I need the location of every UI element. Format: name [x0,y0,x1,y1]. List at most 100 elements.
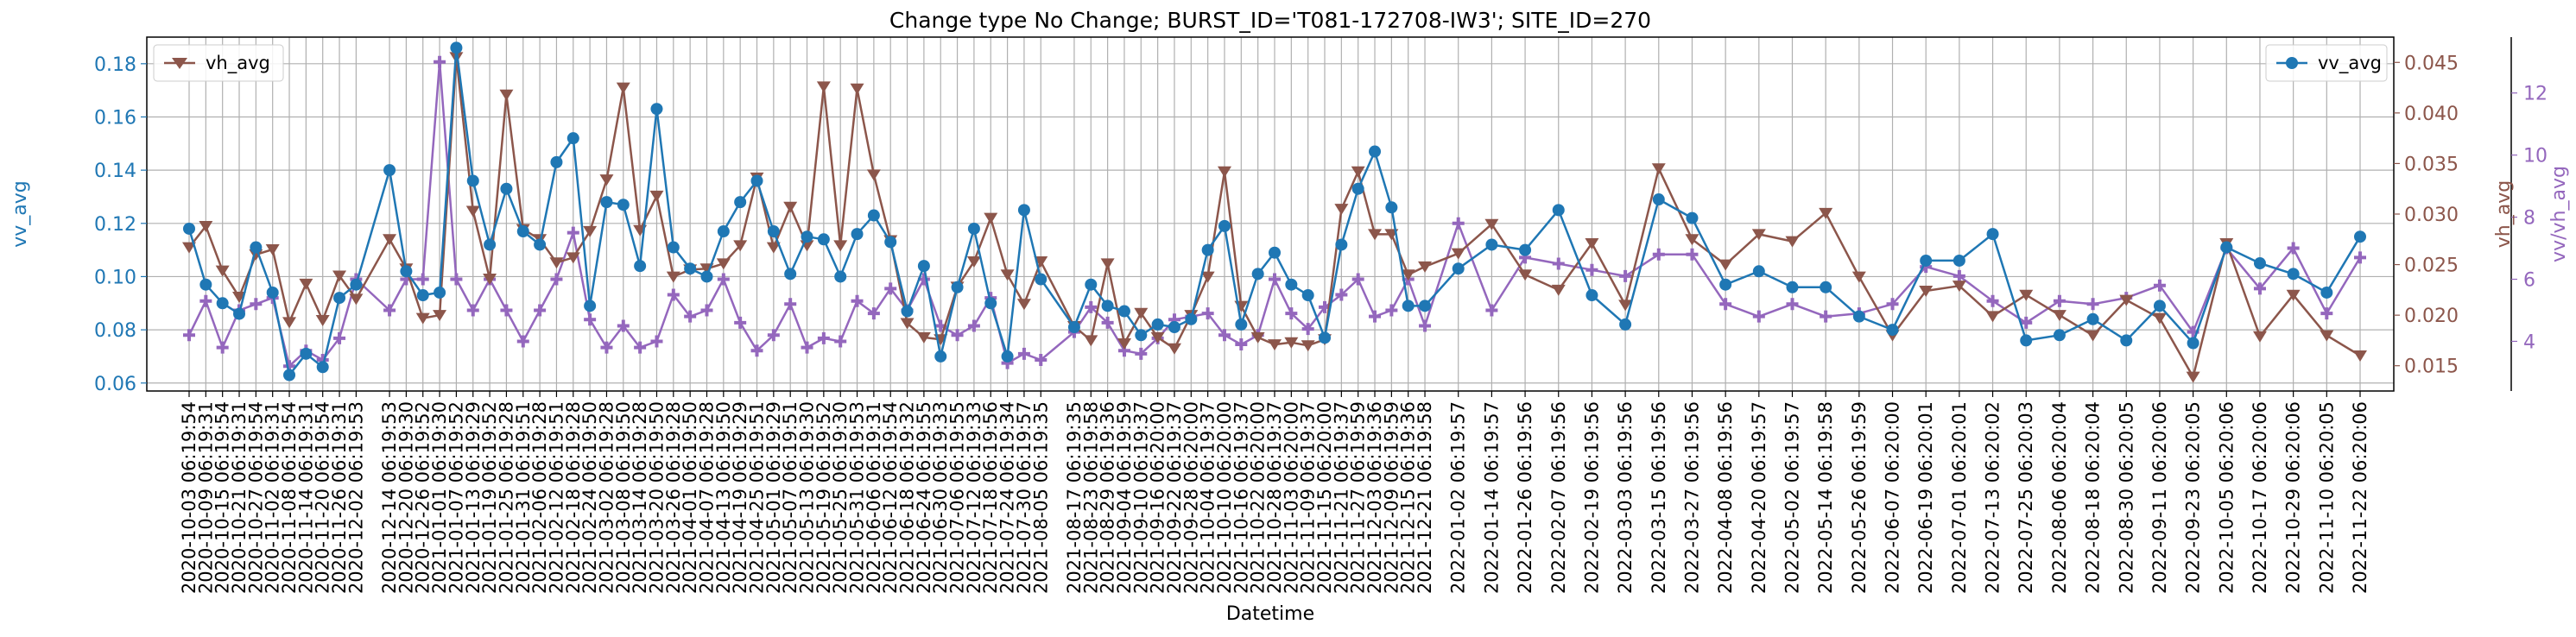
data-point-vh-avg [1217,166,1231,178]
data-point-vv-vh-avg [1351,273,1364,286]
y-left-tick-label: 0.10 [94,267,136,288]
x-tick-label: 2022-05-14 06:19:58 [1815,401,1836,594]
data-point-vv-avg [717,225,730,238]
data-point-vh-avg [1484,218,1499,230]
data-point-vv-avg [1552,204,1565,217]
data-point-vv-vh-avg [2053,294,2066,307]
data-point-vv-avg [2287,268,2300,281]
x-tick-label: 2022-03-03 06:19:56 [1615,401,1636,594]
data-point-vv-vh-avg [634,341,647,354]
x-tick-label: 2021-02-18 06:19:28 [563,401,584,594]
x-tick-label: 2021-09-22 06:19:37 [1164,401,1185,594]
data-point-vv-avg [566,132,579,145]
data-point-vh-avg [282,317,297,329]
y-right2-tick-label: 12 [2523,84,2548,105]
x-tick-label: 2021-02-12 06:19:51 [546,401,566,594]
data-point-vv-vh-avg [867,307,880,320]
data-point-vv-vh-avg [734,316,747,329]
x-tick-label: 2021-05-01 06:19:29 [763,401,784,594]
data-point-vv-vh-avg [1786,298,1799,311]
legend-label-vh: vh_avg [206,53,270,74]
data-point-vh-avg [315,315,330,326]
x-tick-label: 2020-10-03 06:19:54 [179,401,199,594]
data-point-vv-avg [667,241,680,254]
data-point-vv-avg [1652,193,1665,206]
data-point-vv-avg [1369,145,1382,158]
x-tick-label: 2022-06-07 06:20:00 [1883,401,1903,594]
x-tick-label: 2021-07-24 06:19:34 [997,401,1018,594]
data-point-vv-avg [901,305,914,318]
data-point-vh-avg [549,257,564,269]
data-point-vv-avg [1067,321,1080,334]
x-tick-label: 2021-05-19 06:19:52 [813,401,834,594]
data-point-vv-vh-avg [1017,347,1030,360]
data-point-vv-avg [1235,318,1248,331]
x-tick-label: 2021-10-22 06:20:00 [1248,401,1269,594]
data-point-vv-avg [1953,254,1965,267]
data-point-vh-avg [1100,258,1115,270]
data-point-vh-avg [1985,311,2000,323]
x-tick-label: 2021-07-12 06:19:33 [964,401,984,594]
data-point-vv-avg [1035,273,1047,286]
data-point-vh-avg [1551,284,1566,296]
data-point-vv-vh-avg [801,341,813,354]
x-tick-label: 2021-04-01 06:19:50 [680,401,700,594]
data-point-vh-avg [2052,310,2066,322]
data-point-vv-avg [1385,201,1398,214]
data-point-vh-avg [900,318,915,330]
data-point-vv-avg [684,262,697,275]
data-point-vv-avg [466,174,479,187]
data-point-vv-vh-avg [2153,279,2166,292]
data-point-vh-avg [232,292,247,304]
x-tick-label: 2022-01-14 06:19:57 [1481,401,1502,594]
data-point-vv-avg [250,241,263,254]
data-point-vv-vh-avg [434,55,446,68]
data-point-vv-avg [233,307,246,320]
x-tick-label: 2022-01-02 06:19:57 [1448,401,1469,594]
data-point-vv-avg [1269,246,1281,259]
data-point-vv-vh-avg [1085,300,1098,313]
y-axis-right2-title: vv/vh_avg [2548,166,2570,262]
data-point-vv-vh-avg [2287,242,2300,255]
data-point-vh-avg [1685,234,1699,246]
data-point-vv-vh-avg [333,331,346,344]
data-point-vv-avg [2053,329,2066,342]
data-point-vh-avg [1451,248,1465,260]
y-left-tick-label: 0.08 [94,320,136,342]
x-tick-label: 2021-05-07 06:19:51 [780,401,801,594]
data-point-vv-avg [600,196,613,209]
legend-box [2265,44,2388,82]
x-tick-label: 2021-05-13 06:19:30 [797,401,818,594]
data-point-vv-avg [550,155,563,168]
x-tick-label: 2022-01-26 06:19:56 [1515,401,1535,594]
data-point-vv-avg [383,164,396,177]
data-point-vv-vh-avg [2020,316,2033,329]
x-tick-label: 2021-04-13 06:19:50 [713,401,734,594]
data-point-vh-avg [733,240,748,252]
x-tick-label: 2022-10-29 06:20:06 [2283,401,2304,594]
data-point-vv-avg [1251,268,1264,281]
data-point-vv-avg [584,300,597,312]
data-point-vv-vh-avg [1269,273,1281,286]
data-point-vv-avg [1117,305,1130,318]
x-tick-label: 2021-11-21 06:19:37 [1331,401,1351,594]
x-tick-label: 2021-08-17 06:19:35 [1064,401,1085,594]
series-layer [182,41,2367,383]
x-tick-label: 2020-12-26 06:19:52 [413,401,434,594]
x-tick-label: 2021-08-05 06:19:35 [1030,401,1051,594]
data-point-vv-avg [650,103,663,116]
data-point-vv-vh-avg [951,329,964,342]
x-tick-label: 2022-04-20 06:19:57 [1749,401,1769,594]
x-tick-label: 2022-04-08 06:19:56 [1715,401,1736,594]
data-point-vv-avg [183,222,195,235]
data-point-vh-avg [1016,299,1031,311]
data-point-vh-avg [349,293,364,306]
x-tick-label: 2020-11-02 06:19:31 [263,401,283,594]
data-point-vh-avg [465,205,480,218]
data-point-vv-avg [1419,300,1432,312]
data-point-vv-vh-avg [1886,298,1899,311]
x-tick-label: 2021-01-19 06:19:52 [479,401,500,594]
data-point-vv-vh-avg [884,282,897,295]
data-point-vv-vh-avg [834,335,847,348]
data-point-vh-avg [1718,259,1733,271]
